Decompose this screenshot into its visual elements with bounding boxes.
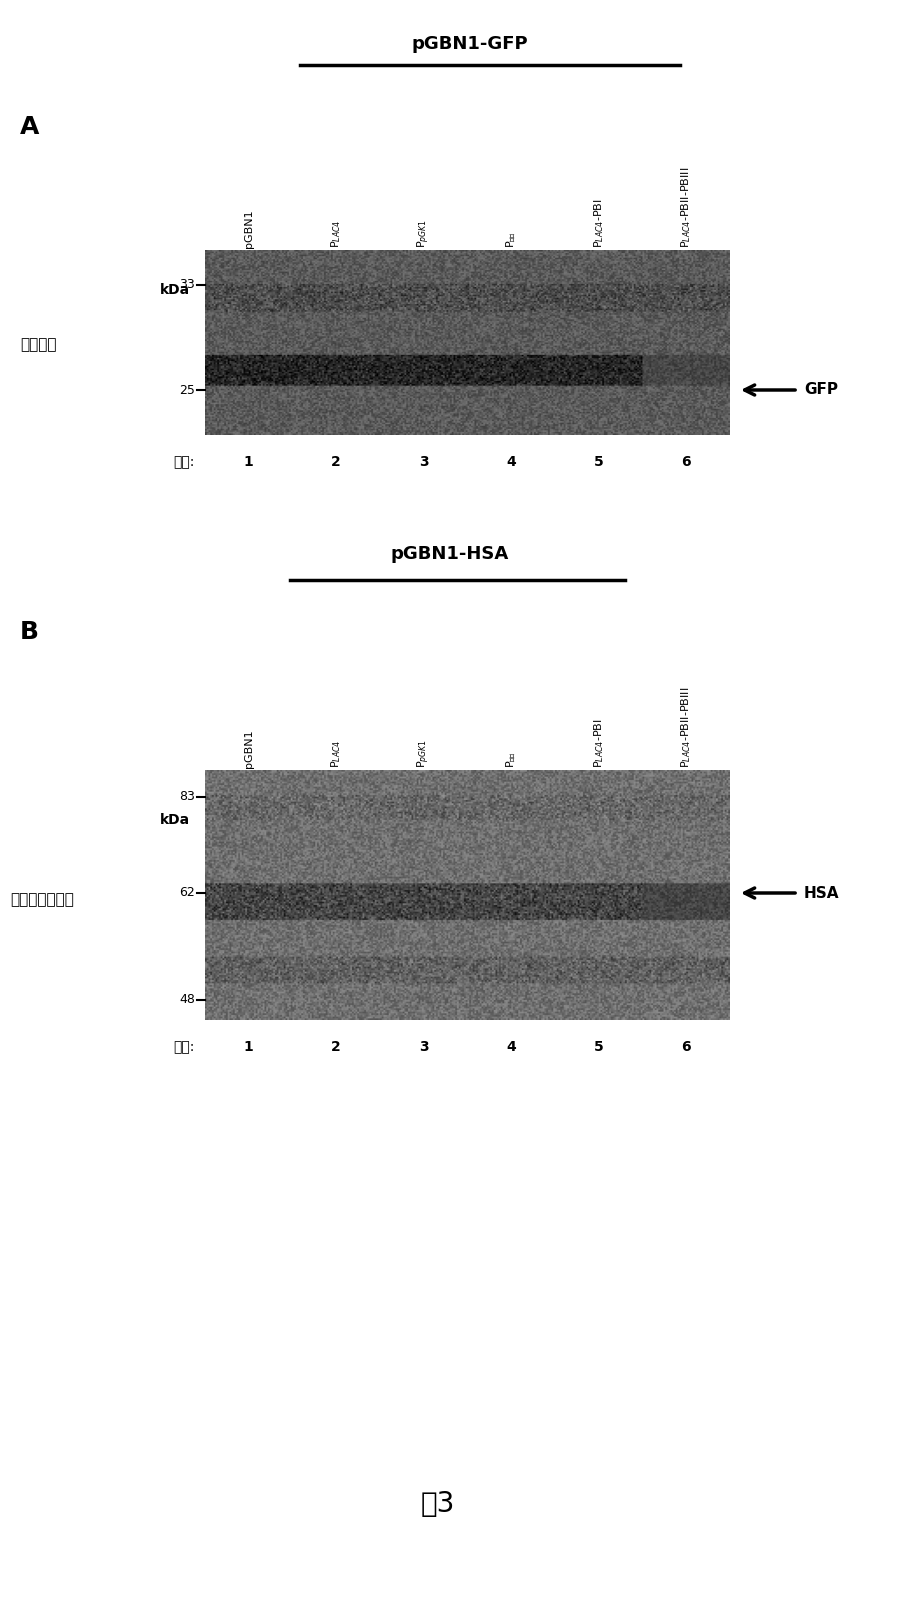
Text: B: B (20, 620, 39, 644)
Text: pGBN1: pGBN1 (243, 730, 253, 768)
Text: GFP: GFP (804, 383, 837, 397)
Text: 1: 1 (243, 455, 253, 470)
Text: pGBN1: pGBN1 (243, 210, 253, 249)
Text: 48: 48 (179, 994, 195, 1007)
Text: 6: 6 (681, 455, 691, 470)
Text: 2: 2 (331, 1039, 341, 1054)
Text: HSA: HSA (804, 886, 839, 901)
Text: 4: 4 (506, 455, 516, 470)
Text: kDa: kDa (159, 282, 189, 297)
Text: 泳道:: 泳道: (173, 455, 195, 470)
Text: pGBN1-HSA: pGBN1-HSA (391, 546, 508, 563)
Text: 1: 1 (243, 1039, 253, 1054)
Text: 4: 4 (506, 1039, 516, 1054)
Text: 2: 2 (331, 455, 341, 470)
Text: A: A (20, 115, 39, 139)
Text: 3: 3 (418, 455, 428, 470)
Text: 泳道:: 泳道: (173, 1039, 195, 1054)
Text: 62: 62 (179, 886, 195, 899)
Text: kDa: kDa (159, 813, 189, 826)
Text: P$_{杂合}$: P$_{杂合}$ (504, 751, 517, 768)
Text: 25: 25 (179, 384, 195, 397)
Text: 5: 5 (593, 455, 603, 470)
Text: 33: 33 (179, 279, 195, 292)
Text: P$_{LAC4}$: P$_{LAC4}$ (329, 220, 343, 249)
Text: 5: 5 (593, 1039, 603, 1054)
Text: 3: 3 (418, 1039, 428, 1054)
Text: 乳酸克鲁维酵母: 乳酸克鲁维酵母 (10, 893, 74, 907)
Text: 大肠杆菌: 大肠杆菌 (20, 337, 56, 352)
Text: P$_{杂合}$: P$_{杂合}$ (504, 231, 517, 249)
Text: P$_{LAC4}$: P$_{LAC4}$ (329, 739, 343, 768)
Text: P$_{pGK1}$: P$_{pGK1}$ (415, 739, 432, 768)
Text: 图3: 图3 (420, 1490, 455, 1519)
Text: P$_{LAC4}$-PBI: P$_{LAC4}$-PBI (591, 199, 605, 249)
Text: P$_{LAC4}$-PBII-PBIII: P$_{LAC4}$-PBII-PBIII (679, 688, 692, 768)
Text: 6: 6 (681, 1039, 691, 1054)
Text: P$_{pGK1}$: P$_{pGK1}$ (415, 220, 432, 249)
Text: pGBN1-GFP: pGBN1-GFP (411, 36, 527, 53)
Text: P$_{LAC4}$-PBII-PBIII: P$_{LAC4}$-PBII-PBIII (679, 166, 692, 249)
Text: 83: 83 (179, 791, 195, 804)
Text: P$_{LAC4}$-PBI: P$_{LAC4}$-PBI (591, 718, 605, 768)
